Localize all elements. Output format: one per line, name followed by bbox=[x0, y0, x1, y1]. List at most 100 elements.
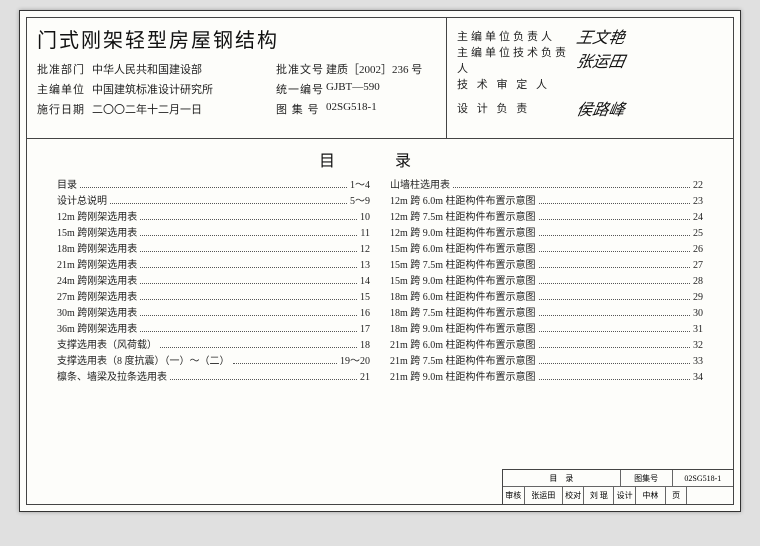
toc-entry: 27m 跨刚架选用表15 bbox=[57, 288, 370, 303]
toc-entry: 支撑选用表（8 度抗震）（一）～（二）19～20 bbox=[57, 352, 370, 367]
signature-row: 设 计 负 责侯路峰 bbox=[457, 96, 723, 120]
toc-page: 29 bbox=[693, 292, 703, 303]
toc-entry: 24m 跨刚架选用表 14 bbox=[57, 272, 370, 287]
signature: 王文艳 bbox=[575, 24, 627, 48]
toc-text: 支撑选用表（风荷载） bbox=[57, 336, 157, 351]
toc-left-column: 目录1～4设计总说明5～912m 跨刚架选用表1015m 跨刚架选用表1118m… bbox=[47, 175, 380, 384]
toc-entry: 36m 跨刚架选用表17 bbox=[57, 320, 370, 335]
info-row: 主编单位中国建筑标准设计研究所统一编号GJBT—590 bbox=[37, 81, 436, 97]
toc-entry: 12m 跨 9.0m 柱距构件布置示意图 25 bbox=[390, 224, 703, 239]
toc-leader bbox=[140, 314, 357, 316]
info-value: 02SG518-1 bbox=[326, 101, 436, 117]
info-label: 图 集 号 bbox=[276, 101, 326, 117]
toc-leader bbox=[140, 250, 357, 252]
toc-entry: 檩条、墙梁及拉条选用表 21 bbox=[57, 368, 370, 383]
toc-text: 目录 bbox=[57, 176, 77, 191]
toc-page: 28 bbox=[693, 276, 703, 287]
toc-text: 设计总说明 bbox=[57, 192, 107, 207]
toc-entry: 12m 跨刚架选用表 10 bbox=[57, 208, 370, 223]
toc-page: 10 bbox=[360, 212, 370, 223]
toc-leader bbox=[539, 330, 690, 332]
titleblock-cell: 刘 琨 bbox=[584, 487, 614, 504]
toc-text: 12m 跨 7.5m 柱距构件布置示意图 bbox=[390, 208, 536, 223]
toc-text: 21m 跨 6.0m 柱距构件布置示意图 bbox=[390, 336, 536, 351]
signature-label: 技 术 审 定 人 bbox=[457, 76, 577, 92]
titleblock-cell bbox=[687, 487, 733, 504]
toc-leader bbox=[140, 298, 357, 300]
toc-page: 33 bbox=[693, 356, 703, 367]
info-value: 建质［2002］236 号 bbox=[326, 61, 436, 77]
signature: 侯路峰 bbox=[575, 96, 627, 120]
toc-entry: 15m 跨刚架选用表11 bbox=[57, 224, 370, 239]
toc-text: 檩条、墙梁及拉条选用表 bbox=[57, 368, 167, 383]
toc-page: 31 bbox=[693, 324, 703, 335]
toc-entry: 15m 跨 6.0m 柱距构件布置示意图 26 bbox=[390, 240, 703, 255]
header: 门式刚架轻型房屋钢结构 批准部门中华人民共和国建设部批准文号建质［2002］23… bbox=[27, 18, 733, 139]
toc-page: 21 bbox=[360, 372, 370, 383]
inner-frame: 门式刚架轻型房屋钢结构 批准部门中华人民共和国建设部批准文号建质［2002］23… bbox=[26, 17, 734, 505]
toc-leader bbox=[539, 234, 690, 236]
info-value: GJBT—590 bbox=[326, 81, 436, 97]
titleblock-cell: 目 录 bbox=[503, 470, 621, 487]
toc-leader bbox=[539, 218, 690, 220]
toc-page: 25 bbox=[693, 228, 703, 239]
signature-label: 设 计 负 责 bbox=[457, 100, 577, 116]
toc-entry: 21m 跨 9.0m 柱距构件布置示意图34 bbox=[390, 368, 703, 383]
info-row: 批准部门中华人民共和国建设部 批准文号建质［2002］236 号 bbox=[37, 61, 436, 77]
toc-page: 16 bbox=[360, 308, 370, 319]
toc-leader bbox=[539, 282, 690, 284]
info-label: 批准文号 bbox=[276, 61, 326, 77]
toc-leader bbox=[539, 378, 690, 380]
toc-page: 22 bbox=[693, 180, 703, 191]
drawing-sheet: 门式刚架轻型房屋钢结构 批准部门中华人民共和国建设部批准文号建质［2002］23… bbox=[19, 10, 741, 512]
signature-row: 主编单位技术负责人张运田 bbox=[457, 48, 723, 72]
toc-text: 支撑选用表（8 度抗震）（一）～（二） bbox=[57, 352, 230, 367]
toc-text: 27m 跨刚架选用表 bbox=[57, 288, 137, 303]
toc-leader bbox=[160, 346, 357, 348]
toc-entry: 12m 跨 7.5m 柱距构件布置示意图 24 bbox=[390, 208, 703, 223]
toc-leader bbox=[539, 362, 690, 364]
title-block: 目 录图集号02SG518-1 审核张运田校对刘 琨设计中林页 bbox=[502, 469, 733, 504]
toc-leader bbox=[170, 378, 357, 380]
titleblock-cell: 审核 bbox=[503, 487, 525, 504]
titleblock-cell: 02SG518-1 bbox=[673, 470, 733, 487]
toc-entry: 15m 跨 9.0m 柱距构件布置示意图28 bbox=[390, 272, 703, 287]
toc: 目录1～4设计总说明 5～9 12m 跨刚架选用表 1015m 跨刚架选用表11 18m… bbox=[27, 175, 733, 384]
toc-entry: 支撑选用表（风荷载）18 bbox=[57, 336, 370, 351]
info-row: 施行日期二〇〇二年十二月一日图 集 号02SG518-1 bbox=[37, 101, 436, 117]
toc-text: 21m 跨 7.5m 柱距构件布置示意图 bbox=[390, 352, 536, 367]
toc-entry: 山墙柱选用表22 bbox=[390, 176, 703, 191]
toc-text: 18m 跨 6.0m 柱距构件布置示意图 bbox=[390, 288, 536, 303]
toc-page: 14 bbox=[360, 276, 370, 287]
toc-entry: 15m 跨 7.5m 柱距构件布置示意图27 bbox=[390, 256, 703, 271]
toc-entry: 18m 跨 9.0m 柱距构件布置示意图31 bbox=[390, 320, 703, 335]
titleblock-cell: 校对 bbox=[563, 487, 585, 504]
info-value: 中华人民共和国建设部 bbox=[92, 61, 256, 77]
header-left: 门式刚架轻型房屋钢结构 批准部门中华人民共和国建设部批准文号建质［2002］23… bbox=[27, 18, 447, 138]
toc-title: 目录 bbox=[57, 147, 733, 171]
toc-page: 13 bbox=[360, 260, 370, 271]
toc-text: 12m 跨刚架选用表 bbox=[57, 208, 137, 223]
toc-page: 5～9 bbox=[350, 192, 370, 207]
toc-leader bbox=[539, 266, 690, 268]
toc-entry: 18m 跨 7.5m 柱距构件布置示意图30 bbox=[390, 304, 703, 319]
toc-leader bbox=[140, 282, 357, 284]
toc-page: 26 bbox=[693, 244, 703, 255]
toc-entry: 30m 跨刚架选用表16 bbox=[57, 304, 370, 319]
toc-entry: 21m 跨刚架选用表13 bbox=[57, 256, 370, 271]
info-value: 中国建筑标准设计研究所 bbox=[92, 81, 256, 97]
toc-leader bbox=[233, 362, 338, 364]
toc-page: 30 bbox=[693, 308, 703, 319]
info-label: 批准部门 bbox=[37, 61, 92, 77]
toc-entry: 目录1～4 bbox=[57, 176, 370, 191]
toc-entry: 21m 跨 7.5m 柱距构件布置示意图 33 bbox=[390, 352, 703, 367]
signature: 张运田 bbox=[575, 48, 627, 72]
toc-page: 24 bbox=[693, 212, 703, 223]
toc-entry: 21m 跨 6.0m 柱距构件布置示意图32 bbox=[390, 336, 703, 351]
toc-text: 12m 跨 6.0m 柱距构件布置示意图 bbox=[390, 192, 536, 207]
toc-text: 15m 跨 6.0m 柱距构件布置示意图 bbox=[390, 240, 536, 255]
toc-text: 12m 跨 9.0m 柱距构件布置示意图 bbox=[390, 224, 536, 239]
toc-leader bbox=[539, 250, 690, 252]
titleblock-cell: 页 bbox=[666, 487, 688, 504]
toc-text: 24m 跨刚架选用表 bbox=[57, 272, 137, 287]
